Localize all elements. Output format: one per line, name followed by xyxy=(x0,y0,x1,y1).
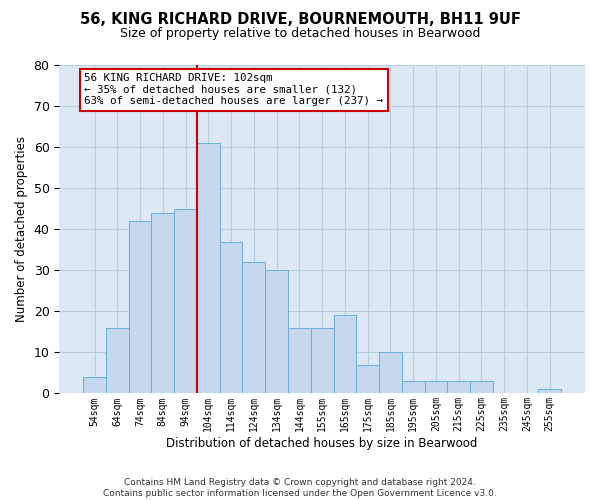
Bar xyxy=(83,377,106,394)
Bar xyxy=(379,352,402,394)
Bar xyxy=(356,364,379,394)
Bar xyxy=(288,328,311,394)
X-axis label: Distribution of detached houses by size in Bearwood: Distribution of detached houses by size … xyxy=(166,437,478,450)
Text: 56 KING RICHARD DRIVE: 102sqm
← 35% of detached houses are smaller (132)
63% of : 56 KING RICHARD DRIVE: 102sqm ← 35% of d… xyxy=(85,73,383,106)
Bar xyxy=(448,381,470,394)
Bar xyxy=(425,381,448,394)
Y-axis label: Number of detached properties: Number of detached properties xyxy=(15,136,28,322)
Bar xyxy=(538,390,561,394)
Bar xyxy=(402,381,425,394)
Bar xyxy=(106,328,128,394)
Bar xyxy=(311,328,334,394)
Bar xyxy=(334,316,356,394)
Bar xyxy=(128,221,151,394)
Bar xyxy=(470,381,493,394)
Bar xyxy=(151,213,174,394)
Text: 56, KING RICHARD DRIVE, BOURNEMOUTH, BH11 9UF: 56, KING RICHARD DRIVE, BOURNEMOUTH, BH1… xyxy=(80,12,520,28)
Text: Size of property relative to detached houses in Bearwood: Size of property relative to detached ho… xyxy=(120,28,480,40)
Text: Contains HM Land Registry data © Crown copyright and database right 2024.
Contai: Contains HM Land Registry data © Crown c… xyxy=(103,478,497,498)
Bar xyxy=(174,208,197,394)
Bar xyxy=(220,242,242,394)
Bar xyxy=(265,270,288,394)
Bar xyxy=(197,143,220,394)
Bar xyxy=(242,262,265,394)
